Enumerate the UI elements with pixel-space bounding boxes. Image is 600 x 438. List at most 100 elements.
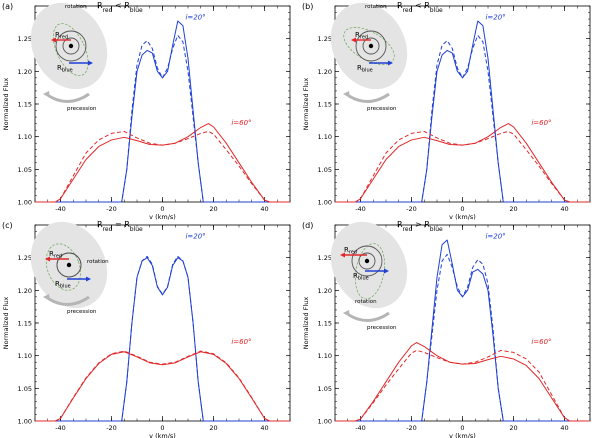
label-i20: i=20° bbox=[485, 14, 505, 22]
label-r-blue: Rblue bbox=[353, 272, 369, 282]
panel-label: (c) bbox=[2, 221, 13, 230]
precession-label: precession bbox=[367, 325, 397, 331]
precession-arrow bbox=[48, 295, 90, 306]
y-tick-label: 1.10 bbox=[318, 133, 332, 141]
y-tick-label: 1.20 bbox=[318, 287, 332, 295]
x-tick-label: 20 bbox=[509, 205, 517, 213]
x-tick-label: -40 bbox=[355, 205, 366, 213]
y-tick-label: 1.00 bbox=[18, 418, 32, 426]
ring-red-radius bbox=[56, 252, 82, 278]
x-tick-label: 0 bbox=[160, 424, 164, 432]
relation-label: Rred < Rblue bbox=[97, 1, 143, 14]
label-r-red: Rred bbox=[55, 31, 68, 41]
series-line-blue-dashed bbox=[335, 34, 590, 203]
ring-red-radius bbox=[362, 37, 380, 55]
label-i60: i=60° bbox=[531, 119, 551, 127]
y-tick-label: 1.15 bbox=[318, 320, 332, 328]
orbit-ellipse bbox=[45, 243, 81, 291]
ring-blue-radius bbox=[358, 252, 376, 270]
relation-label: Rred = Rblue bbox=[97, 220, 143, 233]
relation-label: Rred < Rblue bbox=[397, 1, 443, 14]
series-line-red-dashed bbox=[335, 349, 590, 422]
y-tick-label: 1.25 bbox=[18, 35, 32, 43]
label-i60: i=60° bbox=[231, 338, 251, 346]
precession-arrow-head bbox=[343, 91, 350, 98]
x-tick-label: 40 bbox=[260, 205, 268, 213]
y-tick-label: 1.00 bbox=[18, 199, 32, 207]
label-r-blue: Rblue bbox=[357, 64, 373, 74]
y-tick-label: 1.25 bbox=[18, 254, 32, 262]
label-r-red-sub: red bbox=[60, 35, 68, 41]
label-i20: i=20° bbox=[185, 233, 205, 241]
label-r-blue: Rblue bbox=[57, 64, 73, 74]
arrow-blue-head bbox=[86, 276, 91, 282]
inset-schematic: Rred Rblue Rred > Rblue rotation precession bbox=[330, 220, 443, 331]
ring-red-radius bbox=[351, 245, 383, 277]
label-i60: i=60° bbox=[231, 119, 251, 127]
panel-3: (d) 1.00 1.05 1.10 1.15 1.20 1.25 -40 -20 0 20 40 v … bbox=[302, 220, 591, 438]
label-r-blue: Rblue bbox=[55, 280, 71, 290]
arrow-blue-head bbox=[388, 60, 393, 66]
series-line-red-solid bbox=[35, 351, 290, 422]
arrow-blue-head bbox=[384, 268, 389, 274]
inset-schematic: Rred Rblue Rred < Rblue rotation precession bbox=[30, 1, 143, 112]
y-tick-label: 1.00 bbox=[318, 418, 332, 426]
x-axis-label: v (km/s) bbox=[149, 432, 176, 438]
y-tick-label: 1.05 bbox=[318, 166, 332, 174]
y-tick-label: 1.20 bbox=[318, 68, 332, 76]
label-i20: i=20° bbox=[485, 233, 505, 241]
precession-arrow-head bbox=[43, 294, 50, 301]
label-r-red: Rred bbox=[344, 246, 357, 256]
ring-blue-radius bbox=[355, 30, 387, 62]
x-tick-label: -40 bbox=[55, 205, 66, 213]
y-tick-label: 1.10 bbox=[18, 133, 32, 141]
arrow-red-head bbox=[51, 37, 56, 43]
precession-arrow bbox=[48, 92, 90, 103]
panel-label: (d) bbox=[302, 221, 313, 230]
inset-background bbox=[330, 221, 408, 309]
ring-red-radius bbox=[62, 37, 80, 55]
y-tick-label: 1.15 bbox=[318, 101, 332, 109]
x-axis-label: v (km/s) bbox=[449, 432, 476, 438]
y-axis-label: Normalized Flux bbox=[2, 297, 10, 350]
relation-label: Rred > Rblue bbox=[397, 220, 443, 233]
rotation-label: rotation bbox=[87, 259, 109, 265]
y-tick-label: 1.10 bbox=[318, 352, 332, 360]
x-tick-label: 40 bbox=[560, 424, 568, 432]
rotation-label: rotation bbox=[355, 299, 377, 305]
x-axis-label: v (km/s) bbox=[149, 213, 176, 221]
x-tick-label: -20 bbox=[406, 205, 417, 213]
arrow-red-head bbox=[45, 256, 50, 262]
panel-2: (c) 1.00 1.05 1.10 1.15 1.20 1.25 -40 -20 0 20 40 v … bbox=[2, 220, 291, 438]
x-tick-label: -40 bbox=[355, 424, 366, 432]
label-i60: i=60° bbox=[531, 338, 551, 346]
central-star bbox=[68, 43, 74, 49]
series-line-blue-dashed bbox=[35, 255, 290, 422]
x-tick-label: 0 bbox=[460, 424, 464, 432]
y-axis-label: Normalized Flux bbox=[302, 78, 310, 131]
y-tick-label: 1.25 bbox=[318, 254, 332, 262]
precession-arrow bbox=[348, 311, 390, 322]
y-tick-label: 1.10 bbox=[18, 352, 32, 360]
y-axis-label: Normalized Flux bbox=[302, 297, 310, 350]
x-tick-label: 20 bbox=[209, 424, 217, 432]
label-r-red-sub: red bbox=[54, 254, 62, 260]
series-line-red-dashed bbox=[35, 130, 290, 203]
y-tick-label: 1.20 bbox=[18, 68, 32, 76]
label-r-blue-sub: blue bbox=[60, 284, 71, 290]
x-tick-label: 40 bbox=[260, 424, 268, 432]
y-tick-label: 1.20 bbox=[18, 287, 32, 295]
x-tick-label: -40 bbox=[55, 424, 66, 432]
precession-arrow-head bbox=[343, 310, 350, 317]
label-r-blue-sub: blue bbox=[362, 68, 373, 74]
x-tick-label: 0 bbox=[460, 205, 464, 213]
inset-background bbox=[330, 2, 408, 90]
rotation-label: rotation bbox=[65, 4, 87, 10]
x-tick-label: -20 bbox=[406, 424, 417, 432]
orbit-ellipse bbox=[354, 243, 385, 300]
series-line-red-dashed bbox=[35, 350, 290, 422]
y-tick-label: 1.00 bbox=[318, 199, 332, 207]
x-axis-label: v (km/s) bbox=[449, 213, 476, 221]
x-tick-label: 20 bbox=[509, 424, 517, 432]
